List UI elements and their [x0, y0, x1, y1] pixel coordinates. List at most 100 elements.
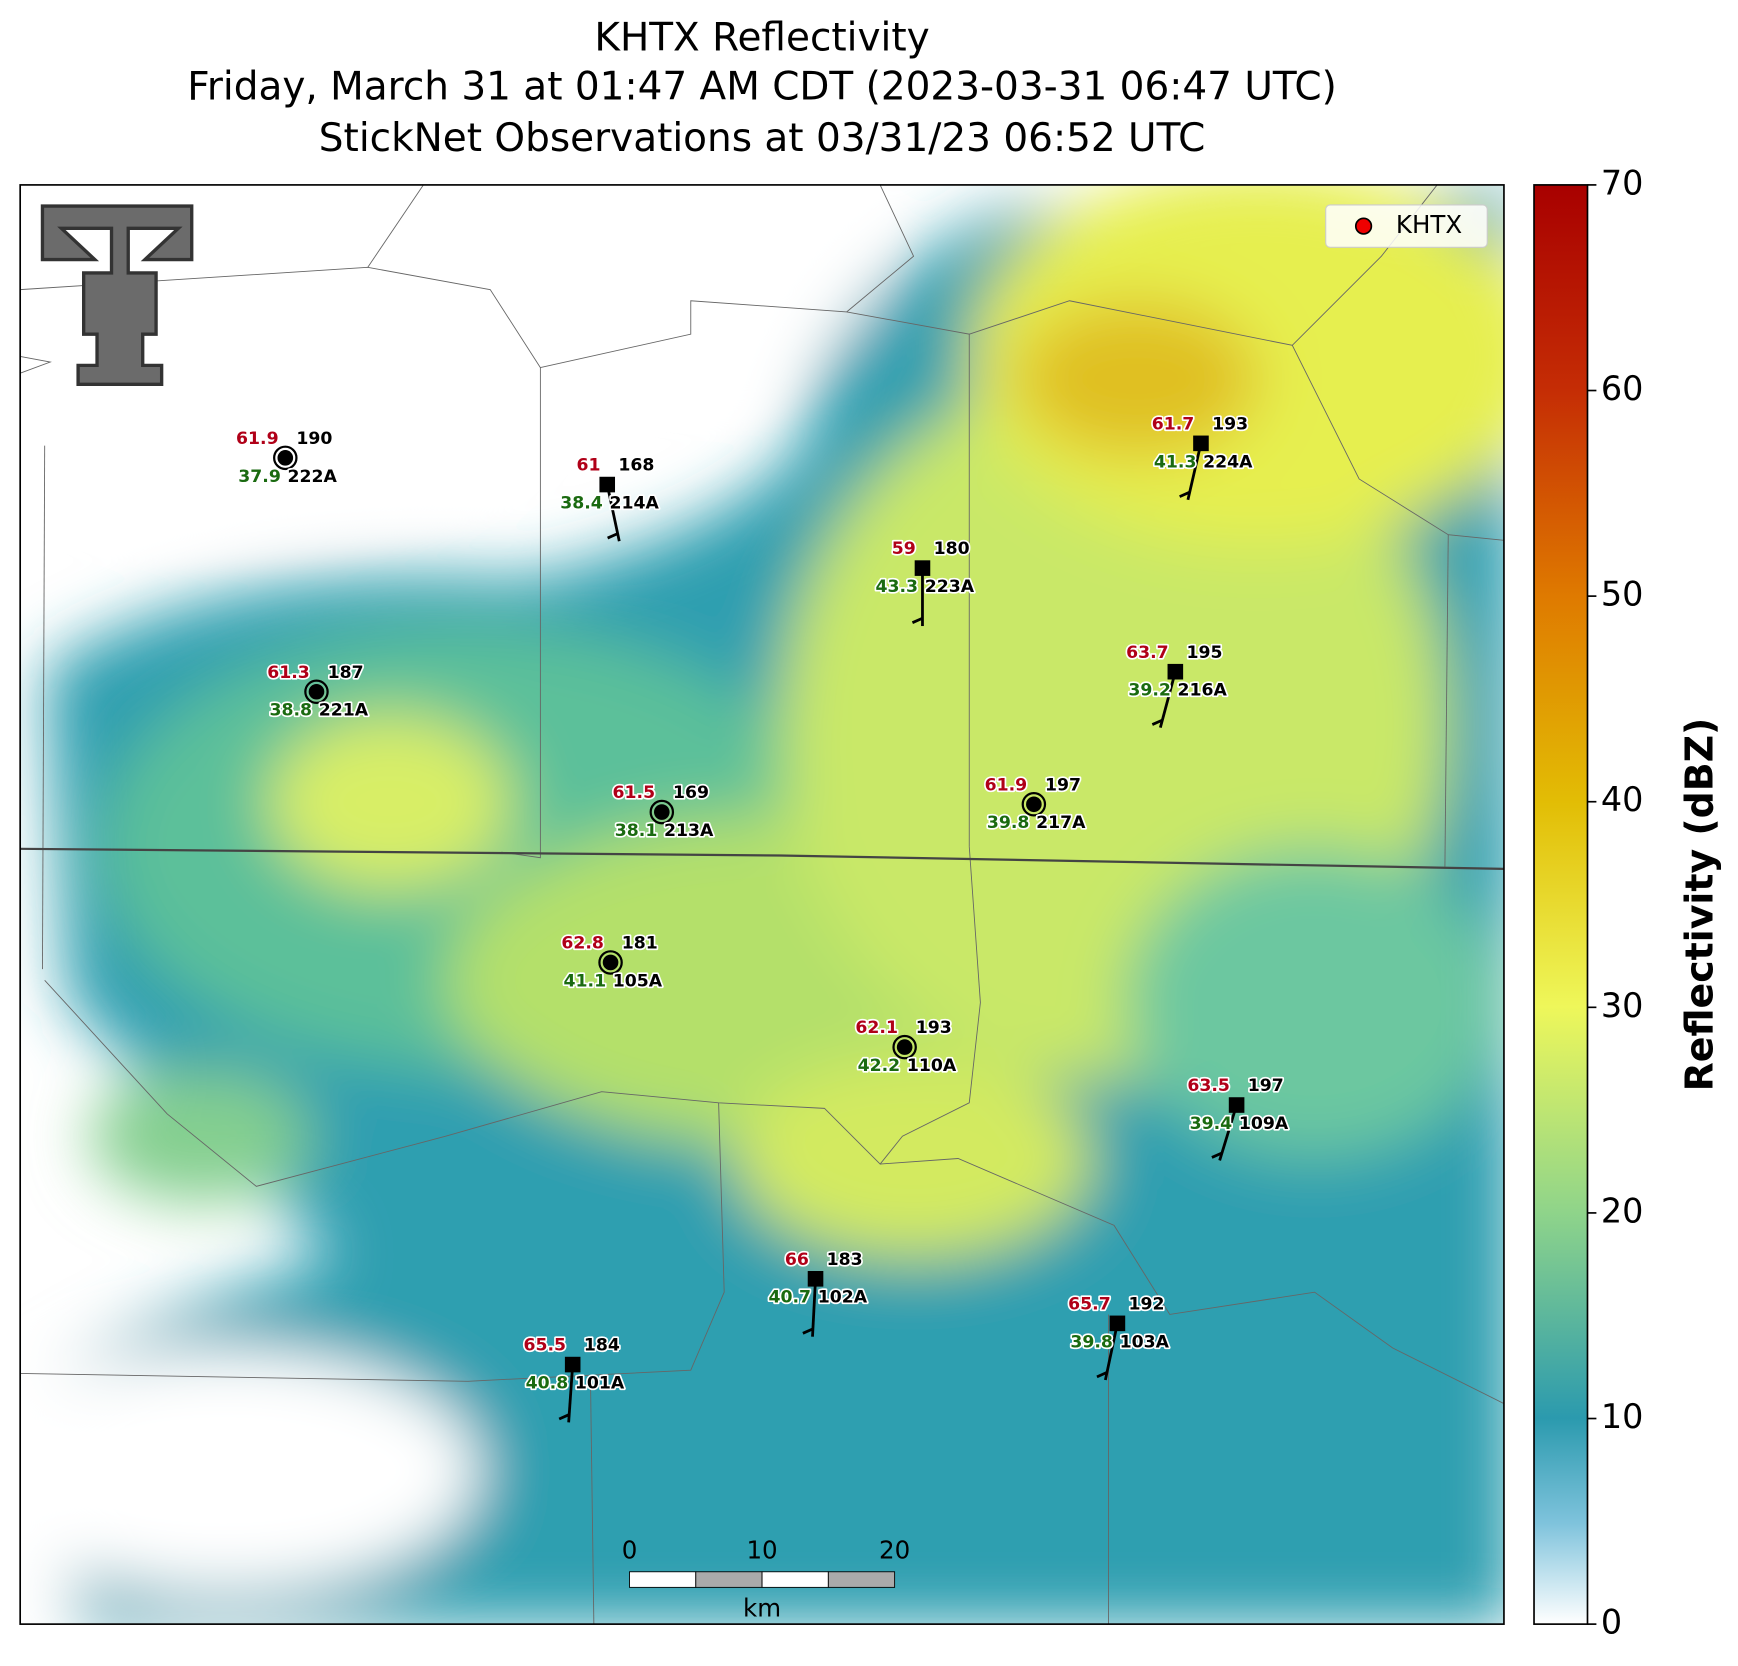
dewpoint: 41.1 — [564, 971, 607, 991]
station: 63.7 195 39.2 216A — [1124, 641, 1229, 729]
temperature: 61.9 — [236, 429, 279, 449]
dewpoint: 37.9 — [238, 467, 281, 487]
colorbar-tick-label: 60 — [1601, 369, 1644, 408]
wind-barb — [811, 1278, 817, 1337]
dewpoint: 40.7 — [769, 1288, 812, 1308]
temperature: 61 — [577, 456, 601, 476]
wind-barb-flag — [607, 532, 619, 540]
state-line — [20, 847, 1504, 870]
station: 61.3 187 38.8 221A — [266, 661, 371, 722]
stations: 61.9 190 37.9 222A 61 168 38.4 214A 61.7 193 41.3 2… — [234, 413, 1291, 1423]
station-marker — [1193, 435, 1209, 452]
dewpoint: 43.3 — [875, 577, 918, 597]
station: 62.1 193 42.2 110A — [854, 1016, 959, 1077]
legend: KHTX — [1325, 204, 1488, 248]
station-marker — [1026, 796, 1042, 813]
wind-barb — [605, 484, 621, 542]
dewpoint: 41.3 — [1154, 452, 1197, 472]
scale-segment — [695, 1571, 763, 1588]
scale-tick-label: 20 — [879, 1536, 910, 1565]
colorbar-tick-label: 40 — [1601, 780, 1644, 819]
dewpoint: 39.8 — [1070, 1332, 1113, 1352]
station-id: 110A — [907, 1056, 957, 1076]
county-lines — [20, 184, 1504, 1625]
station-marker — [599, 476, 616, 493]
colorbar-tick-label: 50 — [1601, 575, 1644, 614]
scale-segment — [827, 1571, 896, 1588]
temperature: 59 — [892, 539, 916, 559]
station-marker — [892, 1034, 917, 1060]
colorbar — [1533, 184, 1589, 1625]
station: 63.5 197 39.4 109A — [1186, 1074, 1291, 1161]
temperature: 62.1 — [855, 1018, 898, 1038]
station-marker — [1109, 1315, 1126, 1332]
scale-segment — [629, 1571, 697, 1588]
colorbar-tick-label: 70 — [1601, 163, 1644, 202]
station: 61.7 193 41.3 224A — [1150, 413, 1255, 501]
wind-direction: 180 — [934, 539, 970, 559]
wind-barb — [1186, 443, 1203, 501]
wind-direction: 184 — [584, 1336, 620, 1356]
wind-direction: 192 — [1129, 1294, 1165, 1314]
station-id: 213A — [664, 821, 714, 841]
station: 61.5 169 38.1 213A — [611, 781, 716, 842]
colorbar-tick-label: 10 — [1601, 1397, 1644, 1436]
scale-tick-label: 0 — [622, 1536, 638, 1565]
station-id: 216A — [1178, 681, 1228, 701]
station-marker — [304, 679, 329, 705]
logo — [40, 204, 194, 386]
station-id: 214A — [609, 494, 659, 514]
wind-direction: 197 — [1248, 1076, 1284, 1096]
station-id: 101A — [575, 1374, 625, 1394]
station-id: 222A — [288, 467, 338, 487]
station-id: 224A — [1203, 452, 1253, 472]
dewpoint: 39.4 — [1190, 1114, 1233, 1134]
dewpoint: 39.2 — [1128, 681, 1171, 701]
scale-tick-label: 10 — [746, 1536, 777, 1565]
temperature: 62.8 — [561, 934, 604, 954]
dewpoint: 38.8 — [269, 701, 312, 721]
wind-barb-flag — [1179, 490, 1191, 498]
station-marker — [1228, 1097, 1245, 1113]
colorbar-tick-label: 30 — [1601, 986, 1644, 1025]
wind-direction: 187 — [328, 663, 364, 683]
wind-direction: 190 — [296, 429, 332, 449]
station-id: 103A — [1120, 1332, 1170, 1352]
station: 66 183 40.7 102A — [767, 1248, 869, 1337]
station-marker — [1167, 663, 1184, 680]
temperature: 63.5 — [1187, 1076, 1230, 1096]
wind-direction: 181 — [622, 934, 658, 954]
wind-barb — [567, 1364, 575, 1423]
wind-barb-flag — [558, 1413, 570, 1421]
station-marker — [273, 445, 298, 471]
station-id: 109A — [1239, 1114, 1289, 1134]
colorbar-tick-label: 0 — [1601, 1603, 1622, 1642]
station: 65.7 192 39.8 103A — [1066, 1293, 1171, 1381]
title: KHTX Reflectivity — [594, 16, 929, 61]
station: 59 180 43.3 223A — [874, 538, 976, 627]
wind-barb — [1104, 1323, 1119, 1381]
station: 61 168 38.4 214A — [559, 454, 661, 542]
station-marker — [308, 683, 325, 700]
wind-barb-flag — [1096, 1371, 1108, 1379]
radar-field — [20, 184, 1504, 1625]
temperature: 61.5 — [613, 783, 656, 803]
station-id: 105A — [613, 971, 663, 991]
wind-barb-flag — [1211, 1151, 1223, 1159]
temperature: 63.7 — [1126, 643, 1169, 663]
wind-barb — [1218, 1104, 1238, 1161]
colorbar-label: Reflectivity (dBZ) — [1678, 718, 1722, 1092]
station-marker — [564, 1356, 581, 1373]
wind-direction: 195 — [1186, 643, 1222, 663]
temperature: 61.3 — [267, 663, 310, 683]
dewpoint: 38.4 — [560, 494, 603, 514]
station-marker — [914, 560, 931, 576]
dewpoint: 39.8 — [987, 813, 1030, 833]
station: 61.9 190 37.9 222A — [234, 427, 339, 488]
plot-frame — [19, 184, 1505, 1625]
station-id: 223A — [925, 577, 975, 597]
legend-label: KHTX — [1396, 210, 1462, 239]
station: 65.5 184 40.8 101A — [522, 1334, 627, 1423]
station-marker — [598, 950, 623, 975]
